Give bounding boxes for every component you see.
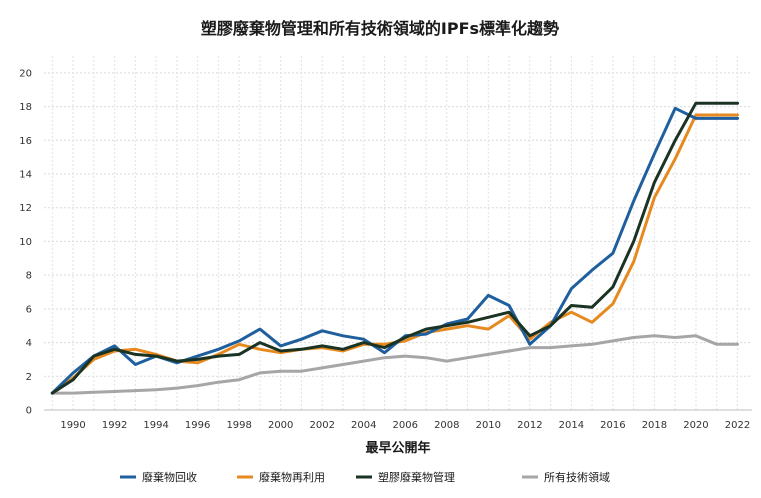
x-tick-label: 2020 xyxy=(683,420,708,431)
x-tick-label: 2000 xyxy=(268,420,293,431)
legend: 廢棄物回收 廢棄物再利用 塑膠廢棄物管理 所有技術領域 xyxy=(120,470,610,484)
series-lines xyxy=(52,103,737,393)
y-tick-label: 8 xyxy=(26,271,32,282)
x-tick-label: 2016 xyxy=(600,420,625,431)
legend-label: 廢棄物再利用 xyxy=(259,470,325,484)
x-tick-label: 1998 xyxy=(226,420,251,431)
chart-title: 塑膠廢棄物管理和所有技術領域的IPFs標準化趨勢 xyxy=(201,19,559,38)
y-tick-label: 4 xyxy=(26,338,32,349)
y-tick-label: 0 xyxy=(26,406,32,417)
y-tick-label: 16 xyxy=(19,136,32,147)
legend-label: 所有技術領域 xyxy=(544,470,610,484)
y-tick-label: 18 xyxy=(19,102,32,113)
y-tick-label: 6 xyxy=(26,304,32,315)
x-tick-label: 2012 xyxy=(517,420,542,431)
x-tick-label: 2008 xyxy=(434,420,459,431)
y-tick-label: 12 xyxy=(19,203,32,214)
x-tick-label: 1992 xyxy=(102,420,127,431)
y-tick-label: 10 xyxy=(19,237,32,248)
series-line xyxy=(52,115,737,393)
x-tick-label: 2002 xyxy=(309,420,334,431)
x-tick-label: 1990 xyxy=(60,420,85,431)
series-line xyxy=(52,108,737,393)
x-tick-label: 1996 xyxy=(185,420,210,431)
x-axis-label: 最早公開年 xyxy=(365,440,430,456)
x-tick-label: 2014 xyxy=(559,420,584,431)
y-tick-label: 14 xyxy=(19,170,32,181)
x-tick-label: 2018 xyxy=(642,420,667,431)
series-line xyxy=(52,103,737,393)
legend-label: 塑膠廢棄物管理 xyxy=(378,470,455,484)
legend-label: 廢棄物回收 xyxy=(142,470,197,484)
x-tick-label: 2010 xyxy=(476,420,501,431)
x-tick-label: 1994 xyxy=(143,420,168,431)
y-tick-label: 2 xyxy=(26,372,32,383)
x-tick-label: 2022 xyxy=(725,420,750,431)
x-tick-label: 2006 xyxy=(393,420,418,431)
y-tick-label: 20 xyxy=(19,68,32,79)
x-tick-label: 2004 xyxy=(351,420,376,431)
